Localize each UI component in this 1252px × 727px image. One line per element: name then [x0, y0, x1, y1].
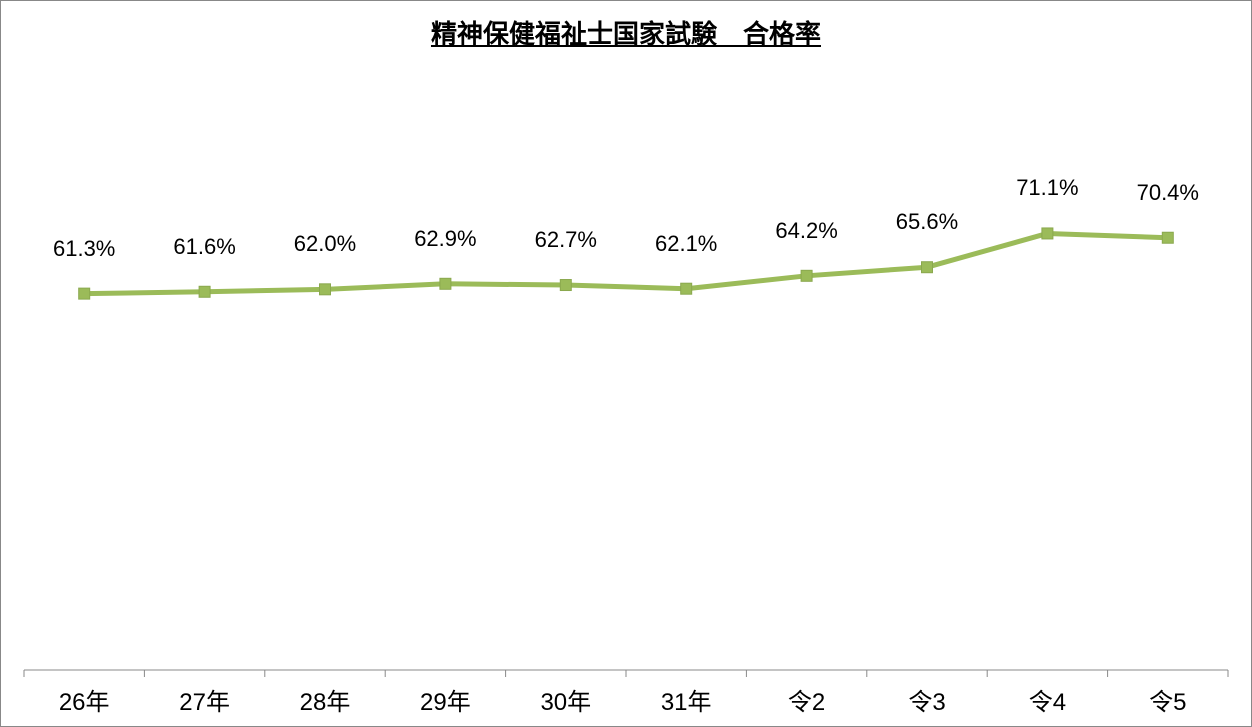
x-tick-label: 28年	[300, 682, 351, 717]
data-label: 61.6%	[173, 234, 235, 260]
data-label: 64.2%	[775, 218, 837, 244]
x-tick-label: 26年	[59, 682, 110, 717]
x-tick-label: 令3	[908, 682, 945, 717]
chart-frame: 精神保健福祉士国家試験 合格率 26年61.3%27年61.6%28年62.0%…	[0, 0, 1252, 727]
data-label: 65.6%	[896, 209, 958, 235]
data-label: 62.1%	[655, 231, 717, 257]
data-label: 62.0%	[294, 231, 356, 257]
data-label: 70.4%	[1137, 180, 1199, 206]
x-tick-label: 令2	[788, 682, 825, 717]
x-tick-label: 27年	[179, 682, 230, 717]
x-tick-label: 令4	[1029, 682, 1066, 717]
x-tick-label: 令5	[1149, 682, 1186, 717]
chart-svg	[0, 0, 1252, 727]
data-label: 61.3%	[53, 236, 115, 262]
x-tick-label: 31年	[661, 682, 712, 717]
data-label: 71.1%	[1016, 175, 1078, 201]
x-tick-label: 29年	[420, 682, 471, 717]
x-tick-label: 30年	[540, 682, 591, 717]
data-label: 62.7%	[535, 227, 597, 253]
data-label: 62.9%	[414, 226, 476, 252]
